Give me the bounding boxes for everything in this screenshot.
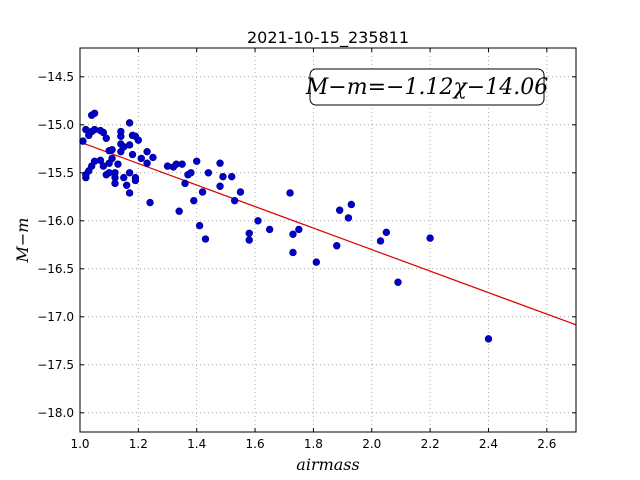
data-point — [382, 228, 391, 237]
data-point — [187, 169, 195, 177]
data-point — [111, 179, 119, 188]
data-point — [236, 188, 245, 196]
data-point — [198, 188, 207, 196]
x-tick-label: 2.4 — [479, 437, 498, 451]
data-point — [228, 172, 236, 181]
data-point — [195, 221, 204, 230]
points-layer — [79, 109, 493, 343]
y-tick-label: −15.5 — [37, 166, 74, 180]
annotation-text: M−m=−1.12χ−14.06 — [305, 75, 548, 100]
data-point — [99, 162, 108, 170]
data-point — [149, 153, 157, 162]
data-point — [117, 132, 125, 141]
y-tick-label: −14.5 — [37, 70, 74, 84]
x-tick-label: 2.2 — [421, 437, 440, 451]
data-point — [131, 176, 140, 185]
data-point — [181, 179, 189, 188]
data-point — [125, 169, 134, 177]
data-point — [125, 119, 134, 127]
y-tick-label: −16.0 — [37, 214, 74, 228]
data-point — [125, 189, 134, 197]
data-point — [254, 217, 262, 225]
x-axis-label: airmass — [296, 455, 359, 474]
x-tick-label: 2.0 — [362, 437, 381, 451]
data-point — [102, 134, 110, 142]
data-point — [245, 236, 253, 244]
data-point — [312, 258, 321, 266]
data-point — [96, 156, 105, 165]
data-point — [108, 154, 116, 163]
x-tick-label: 1.6 — [246, 437, 265, 451]
data-point — [190, 196, 198, 205]
data-point — [137, 154, 145, 163]
y-axis-label: M−m — [13, 218, 32, 264]
data-point — [245, 229, 253, 237]
data-point — [204, 169, 213, 177]
fit-annotation: M−m=−1.12χ−14.06 — [305, 68, 548, 106]
data-point — [201, 235, 210, 243]
fit-line — [79, 141, 577, 326]
plot-frame — [79, 47, 577, 433]
data-point — [122, 181, 131, 189]
data-point — [230, 196, 239, 205]
data-point — [484, 335, 493, 343]
data-point — [128, 150, 137, 159]
data-point — [134, 136, 143, 144]
x-tick-label: 1.2 — [129, 437, 148, 451]
fit-line-layer — [79, 141, 577, 326]
grid — [79, 48, 576, 432]
chart-title: 2021-10-15_235811 — [247, 28, 409, 48]
y-tick-label: −17.0 — [37, 310, 74, 324]
data-point — [216, 159, 224, 167]
data-point — [289, 248, 297, 257]
data-point — [125, 141, 134, 149]
data-point — [146, 198, 154, 207]
data-point — [193, 157, 201, 165]
y-tick-label: −15.0 — [37, 118, 74, 132]
data-point — [143, 159, 151, 167]
y-tick-label: −17.5 — [37, 358, 74, 372]
data-point — [344, 214, 353, 222]
x-tick-label: 1.4 — [187, 437, 206, 451]
data-point — [265, 225, 274, 234]
data-point — [114, 160, 122, 168]
y-tick-label: −16.5 — [37, 262, 74, 276]
data-point — [175, 207, 183, 215]
data-point — [178, 160, 186, 168]
data-point — [120, 173, 128, 182]
data-point — [219, 172, 227, 181]
data-point — [286, 189, 294, 197]
data-point — [333, 242, 341, 250]
data-point — [99, 128, 108, 137]
annotation-box — [309, 68, 545, 106]
data-point — [335, 206, 344, 214]
data-point — [347, 200, 356, 209]
data-point — [79, 137, 87, 145]
x-tick-label: 2.6 — [537, 437, 556, 451]
ticks: 1.0 1.2 1.4 1.6 1.8 2.0 2.2 2.4 2.6 −14.5 −15.0 −15… — [37, 48, 576, 451]
data-point — [295, 225, 303, 234]
data-point — [426, 234, 434, 242]
y-tick-label: −18.0 — [37, 406, 74, 420]
x-tick-label: 1.0 — [70, 437, 89, 451]
data-point — [289, 230, 297, 238]
data-point — [90, 109, 99, 117]
data-point — [216, 182, 224, 190]
data-point — [376, 237, 385, 245]
data-point — [394, 278, 402, 286]
data-point — [143, 147, 151, 156]
data-point — [108, 146, 116, 154]
x-tick-label: 1.8 — [304, 437, 323, 451]
